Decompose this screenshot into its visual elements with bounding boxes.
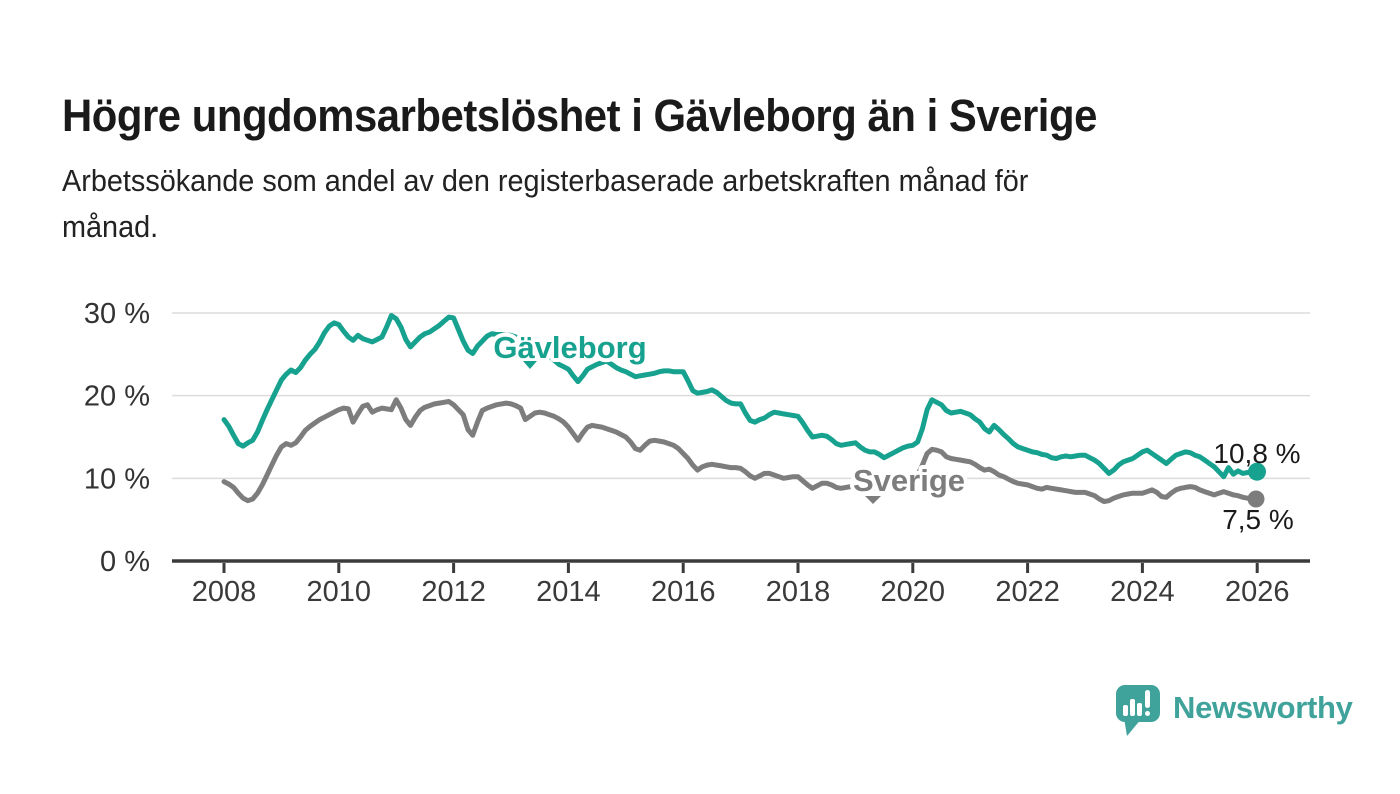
gridlines: [172, 312, 1310, 480]
chart-subtitle-line-2: månad.: [62, 209, 159, 244]
gavleborg-end-dot: [1248, 462, 1266, 481]
x-tick-label: 2016: [651, 576, 716, 608]
y-tick-label: 0 %: [100, 546, 150, 578]
x-tick-label: 2026: [1225, 576, 1290, 608]
x-tick-label: 2012: [421, 576, 486, 608]
series-line-sverige: [221, 397, 1260, 504]
x-tick-label: 2008: [192, 576, 257, 608]
chart-subtitle: Arbetssökande som andel av den registerb…: [62, 158, 1101, 250]
chart-subtitle-line-1: Arbetssökande som andel av den registerb…: [62, 163, 1029, 198]
y-tick-label: 20 %: [84, 381, 150, 413]
x-tick-label: 2010: [307, 576, 372, 608]
series-line-gavleborg: [221, 313, 1260, 480]
x-tick-label: 2022: [995, 576, 1060, 608]
newsworthy-logo-icon: [1116, 685, 1160, 736]
sverige-end-value-label: 7,5 %: [1222, 504, 1294, 535]
gavleborg-end-value-label: 10,8 %: [1213, 438, 1300, 469]
series-annotations: Gävleborg Sverige: [489, 326, 969, 504]
x-tick-label: 2020: [881, 576, 946, 608]
sverige-end-dot: [1247, 490, 1265, 508]
sverige-label-caret-icon: [865, 496, 881, 504]
x-tick-label: 2024: [1110, 576, 1175, 608]
chart-title-text: Högre ungdomsarbetslöshet i Gävleborg än…: [62, 90, 1097, 142]
newsworthy-brand-text: Newsworthy: [1173, 690, 1353, 725]
y-tick-label: 30 %: [84, 298, 150, 330]
y-axis-labels: 0 % 10 % 20 % 30 %: [84, 298, 150, 578]
y-tick-label: 10 %: [84, 463, 150, 495]
end-values: 10,8 % 7,5 %: [1213, 438, 1300, 535]
x-tick-label: 2018: [766, 576, 831, 608]
sverige-series-label: Sverige: [853, 463, 965, 498]
gavleborg-label-caret-icon: [523, 361, 537, 369]
newsworthy-logo: Newsworthy: [1114, 684, 1353, 740]
chart-title: Högre ungdomsarbetslöshet i Gävleborg än…: [62, 90, 1175, 142]
series-lines: [221, 313, 1260, 504]
x-tick-label: 2014: [536, 576, 601, 608]
x-axis: 2008 2010 2012 2014 2016 2018 2020 2022 2024 2026: [172, 559, 1310, 608]
gavleborg-series-label: Gävleborg: [493, 330, 646, 365]
